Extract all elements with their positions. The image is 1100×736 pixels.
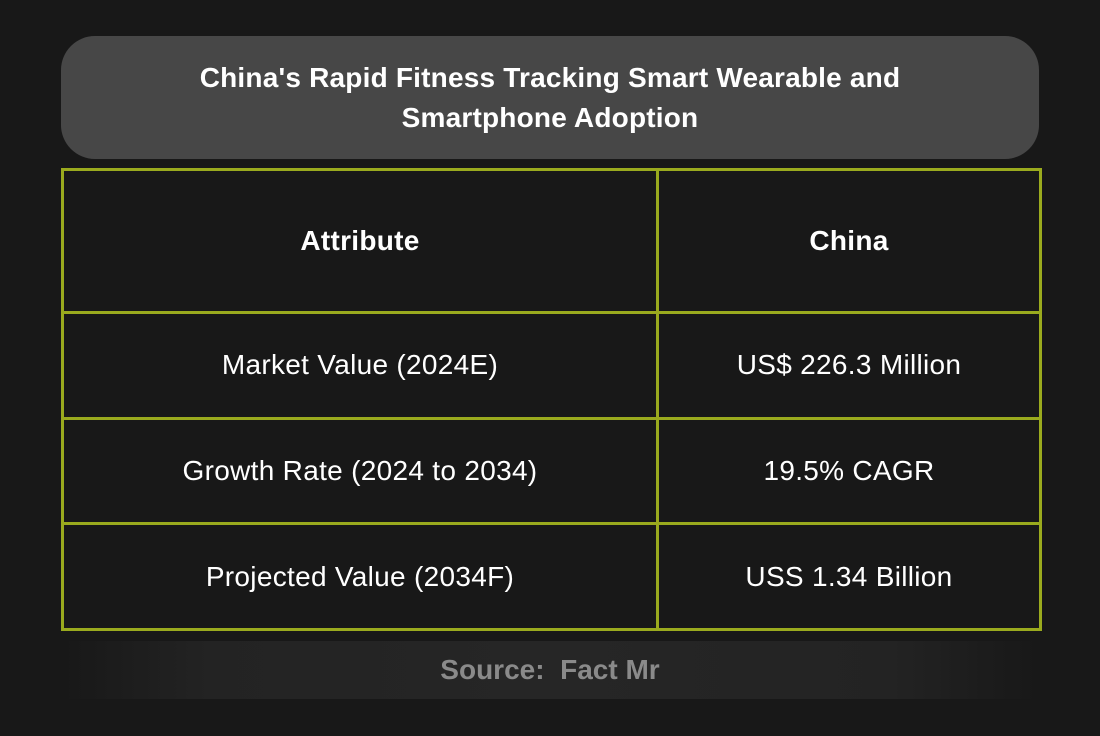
table-row: Market Value (2024E) US$ 226.3 Million — [61, 311, 1042, 420]
table-cell-attribute: Projected Value (2034F) — [61, 522, 659, 631]
table-cell-value: 19.5% CAGR — [656, 416, 1042, 526]
table-row: Growth Rate (2024 to 2034) 19.5% CAGR — [61, 416, 1042, 526]
table-cell-attribute: Market Value (2024E) — [61, 311, 659, 420]
table-row: Projected Value (2034F) USS 1.34 Billion — [61, 522, 1042, 631]
table-cell-value: USS 1.34 Billion — [656, 522, 1042, 631]
data-table: Attribute China Market Value (2024E) US$… — [61, 168, 1042, 631]
title-banner: China's Rapid Fitness Tracking Smart Wea… — [61, 36, 1039, 159]
table-header-row: Attribute China — [61, 168, 1042, 314]
table-cell-value: US$ 226.3 Million — [656, 311, 1042, 420]
column-header-attribute: Attribute — [61, 168, 659, 314]
table-cell-attribute: Growth Rate (2024 to 2034) — [61, 416, 659, 526]
source-label: Source: Fact Mr — [440, 654, 660, 685]
source-bar: Source: Fact Mr — [61, 641, 1039, 699]
page-title: China's Rapid Fitness Tracking Smart Wea… — [199, 61, 901, 133]
column-header-china: China — [656, 168, 1042, 314]
